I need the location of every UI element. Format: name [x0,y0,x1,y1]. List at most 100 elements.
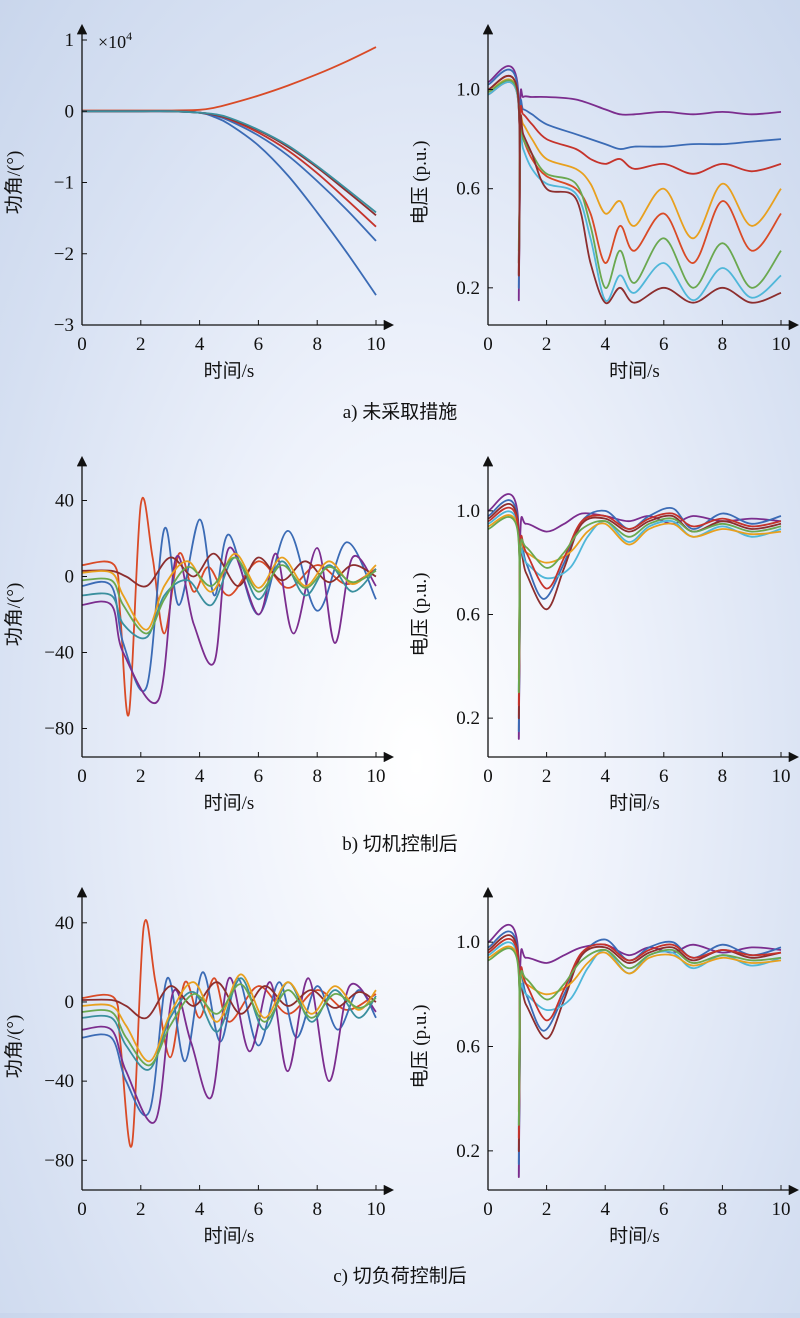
series-line-4 [488,81,782,264]
x-tick-label: 4 [195,766,205,787]
series-group [82,919,377,1148]
series-line-6 [488,79,782,289]
y-tick-label: −40 [44,1071,74,1092]
series-line-4 [488,945,782,1113]
y-axis-label: 功角/(°) [3,583,25,647]
x-tick-label: 2 [136,334,146,355]
series-line-4 [82,110,377,216]
y-tick-label: 1.0 [456,932,480,953]
series-line-0 [488,65,782,302]
x-tick-label: 6 [254,766,264,787]
x-tick-label: 8 [312,1199,322,1220]
series-line-3 [488,510,782,694]
y-tick-label: 0.2 [456,708,480,729]
y-tick-label: 0.6 [456,179,480,200]
x-tick-label: 0 [77,1199,87,1220]
caption-a: a) 未采取措施 [343,401,458,423]
y-tick-label: −80 [44,719,74,740]
x-tick-label: 10 [367,334,386,355]
x-tick-label: 2 [542,1199,552,1220]
series-group [488,65,782,305]
x-tick-label: 10 [772,1199,791,1220]
y-tick-label: 1.0 [456,501,480,522]
x-tick-label: 10 [772,766,791,787]
x-tick-label: 4 [600,1199,610,1220]
x-tick-label: 0 [77,766,87,787]
series-line-6 [82,556,377,635]
y-tick-label: −1 [54,173,74,194]
series-line-3 [82,556,377,640]
y-tick-label: 0.2 [456,278,480,299]
series-group [82,46,377,296]
y-axis-label: 电压 (p.u.) [409,573,431,657]
caption-c: c) 切负荷控制后 [333,1265,467,1287]
x-tick-label: 6 [659,1199,669,1220]
x-tick-label: 4 [195,334,205,355]
chart-a-voltage: 0 2 4 6 8 10 1.0 0.6 0.2 时间/s 电压 (p.u.) [409,23,800,382]
x-tick-label: 8 [312,334,322,355]
series-line-2 [488,74,782,277]
x-axis-label: 时间/s [204,1225,255,1247]
series-line-0 [82,496,377,717]
series-line-6 [488,947,782,1126]
series-line-0 [82,919,377,1148]
series-line-7 [488,74,782,305]
series-group [488,923,782,1178]
x-tick-label: 2 [136,766,146,787]
series-line-0 [488,493,782,740]
y-tick-label: −3 [54,315,74,336]
x-axis-label: 时间/s [609,792,660,814]
y-tick-label: −40 [44,643,74,664]
caption-b: b) 切机控制后 [342,833,458,855]
x-tick-label: 0 [483,1199,493,1220]
y-tick-label: 0.6 [456,1037,480,1058]
x-tick-label: 0 [77,334,87,355]
series-line-1 [82,110,377,296]
y-tick-label: −2 [54,244,74,265]
chart-b-voltage: 0 2 4 6 8 10 1.0 0.6 0.2 时间/s 电压 (p.u.) [409,455,800,814]
chart-c-voltage: 0 2 4 6 8 10 1.0 0.6 0.2 时间/s 电压 (p.u.) [409,886,800,1247]
y-tick-label: 0 [65,567,75,588]
y-tick-label: 1 [65,30,75,51]
series-line-5 [488,937,782,1139]
panel-b: 0 2 4 6 8 10 40 0 −40 −80 时间/s 功角/(°) 0 2 4 6 8 10 1.0 0.6… [3,455,800,855]
x-tick-label: 4 [600,766,610,787]
y-tick-label: 0.6 [456,605,480,626]
x-tick-label: 6 [659,334,669,355]
y-tick-label: 40 [55,491,74,512]
x-axis-label: 时间/s [204,360,255,382]
x-tick-label: 4 [195,1199,205,1220]
y-tick-label: −80 [44,1150,74,1171]
chart-b-angle: 0 2 4 6 8 10 40 0 −40 −80 时间/s 功角/(°) [3,455,395,814]
x-tick-label: 6 [254,1199,264,1220]
panel-c: 0 2 4 6 8 10 40 0 −40 −80 时间/s 功角/(°) 0 2 4 6 8 10 1.0 0.6… [3,886,800,1287]
series-line-2 [82,977,377,1124]
x-tick-label: 8 [312,766,322,787]
x-tick-label: 6 [659,766,669,787]
series-line-2 [82,110,377,242]
chart-c-angle: 0 2 4 6 8 10 40 0 −40 −80 时间/s 功角/(°) [3,886,395,1247]
series-line-0 [488,923,782,1178]
y-tick-label: 0 [65,101,75,122]
x-tick-label: 6 [254,334,264,355]
x-tick-label: 10 [367,1199,386,1220]
series-line-3 [82,110,377,228]
x-axis-label: 时间/s [609,360,660,382]
series-group [488,493,782,740]
y-tick-label: 0.2 [456,1141,480,1162]
x-tick-label: 0 [483,766,493,787]
series-line-5 [488,506,782,707]
x-axis-label: 时间/s [609,1225,660,1247]
y-axis-label: 电压 (p.u.) [409,141,431,225]
series-line-1 [82,971,377,1117]
x-tick-label: 2 [136,1199,146,1220]
x-tick-label: 2 [542,334,552,355]
x-tick-label: 10 [367,766,386,787]
series-line-3 [488,78,782,264]
series-line-2 [488,934,782,1152]
x-tick-label: 2 [542,766,552,787]
series-line-0 [82,46,377,112]
